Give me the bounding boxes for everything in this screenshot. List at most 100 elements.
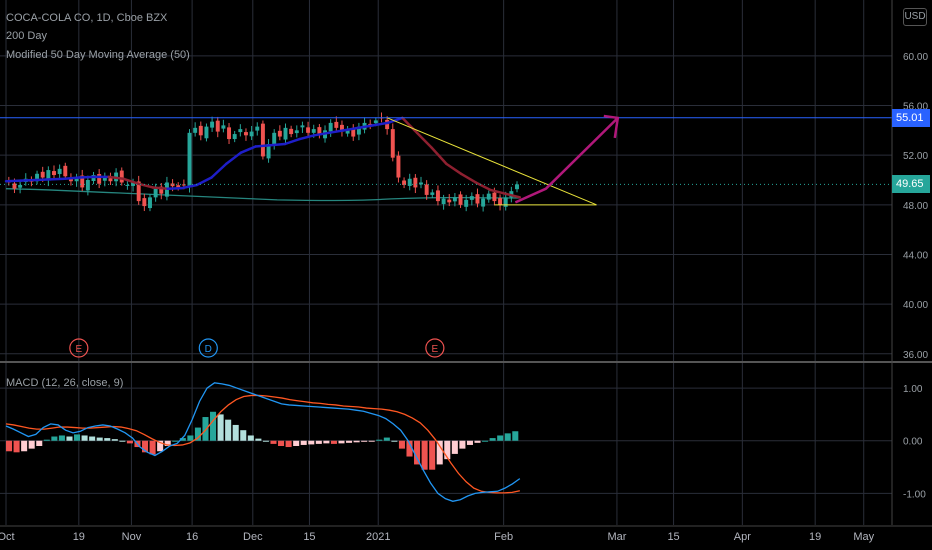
macd-histogram-bar <box>89 436 96 441</box>
candle-body <box>181 184 186 186</box>
ma50-segment <box>503 192 522 199</box>
macd-histogram-bar <box>28 440 35 449</box>
macd-histogram-bar <box>58 435 65 441</box>
time-tick-label: Mar <box>607 531 626 543</box>
projection-arrowhead <box>603 114 620 139</box>
ma50-segment <box>298 134 316 141</box>
candle-body <box>63 165 68 177</box>
projection-arrow <box>514 117 619 204</box>
macd-histogram-bar <box>414 440 421 465</box>
candle-body <box>97 174 102 184</box>
candle-body <box>40 171 45 178</box>
candle-body <box>351 129 356 137</box>
ma50-segment <box>210 162 228 179</box>
candle-body <box>424 184 429 195</box>
candle-body <box>430 192 435 195</box>
candle-body <box>492 192 497 202</box>
macd-histogram-bar <box>66 436 73 441</box>
event-marker-label: E <box>75 344 82 355</box>
ma50-segment <box>357 124 375 130</box>
candle-body <box>227 127 232 140</box>
event-marker-circle <box>69 338 89 358</box>
ma50-segment <box>195 176 213 187</box>
candle-body <box>210 121 215 128</box>
ma50-segment <box>180 183 199 190</box>
macd-histogram-bar <box>315 440 322 444</box>
macd-histogram-bar <box>187 435 194 441</box>
candle-body <box>345 129 350 134</box>
candle-body <box>356 126 361 135</box>
macd-histogram-bar <box>194 427 201 441</box>
macd-line <box>5 382 521 502</box>
candle-body <box>136 181 141 202</box>
time-tick-label: 2021 <box>366 531 390 543</box>
macd-histogram-bar <box>391 440 398 442</box>
macd-histogram-bar <box>217 414 224 441</box>
candle-body <box>289 128 294 135</box>
candle-body <box>441 198 446 205</box>
macd-histogram-bar <box>81 435 88 441</box>
candle-body <box>193 127 198 133</box>
macd-histogram-bar <box>338 440 345 444</box>
candle-body <box>328 122 333 132</box>
macd-histogram-bar <box>96 437 103 441</box>
ma200-legend: 200 Day <box>6 30 47 42</box>
event-marker-label: E <box>432 344 439 355</box>
candle-body <box>187 132 192 187</box>
candle-body <box>119 170 124 183</box>
candle-body <box>503 197 508 207</box>
currency-button[interactable]: USD <box>903 8 927 26</box>
ma50-segment <box>224 151 243 166</box>
ma50-segment <box>107 175 125 181</box>
candle-body <box>486 193 491 200</box>
candle-body <box>419 182 423 185</box>
candle-body <box>131 182 136 186</box>
candle-body <box>125 184 130 186</box>
macd-histogram-bar <box>497 435 504 441</box>
macd-histogram-bar <box>255 438 262 441</box>
candles[interactable] <box>6 112 519 212</box>
candle-body <box>260 123 265 157</box>
event-marker-circle <box>425 338 445 358</box>
candle-body <box>221 125 226 129</box>
price-tick-label: 56.00 <box>903 102 928 113</box>
macd-histogram-bar <box>119 440 126 442</box>
macd-histogram-bar <box>489 438 496 441</box>
user-drawings[interactable] <box>0 114 892 206</box>
macd-histogram-bar <box>74 434 81 441</box>
trend-line <box>387 117 597 206</box>
macd-histogram-bar <box>172 440 179 442</box>
macd-legend: MACD (12, 26, close, 9) <box>6 377 124 389</box>
macd-histogram-bar <box>361 440 368 442</box>
time-tick-label: 19 <box>809 531 821 543</box>
candle-body <box>373 120 378 124</box>
macd-tick-label: -1.00 <box>903 489 926 500</box>
macd-histogram-bar <box>111 439 118 441</box>
price-tick-label: 60.00 <box>903 52 928 63</box>
candle-body <box>232 134 237 140</box>
time-tick-label: Dec <box>243 531 263 543</box>
macd-histogram-bar <box>330 440 337 444</box>
macd-histogram-bar <box>202 417 209 441</box>
price-tick-label: 36.00 <box>903 350 928 361</box>
macd-histogram-bar <box>262 440 269 442</box>
macd-histogram-bar <box>6 440 13 452</box>
candle-body <box>148 197 152 209</box>
candle-body <box>159 186 164 194</box>
macd-histogram-bar <box>240 430 247 441</box>
macd-histogram-bar <box>421 440 428 470</box>
macd-histogram-bar <box>482 440 489 442</box>
candle-body <box>238 129 243 133</box>
ma50-segment <box>254 143 272 148</box>
macd-histogram-bar <box>368 440 375 442</box>
candle-body <box>413 177 418 188</box>
candle-body <box>215 120 220 132</box>
candle-body <box>452 197 457 202</box>
candle-body <box>475 194 480 204</box>
ma50-segment <box>445 162 463 176</box>
macd-histogram-bar <box>504 433 511 441</box>
time-tick-label: 19 <box>73 531 85 543</box>
macd-histogram-bar <box>43 439 50 441</box>
